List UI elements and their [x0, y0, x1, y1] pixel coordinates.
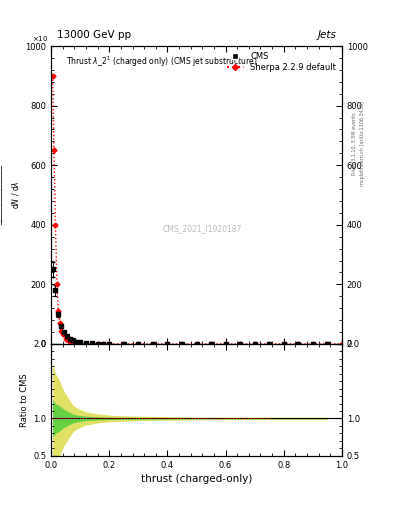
Sherpa 2.2.9 default [121, 341, 126, 347]
Sherpa 2.2.9 default [63, 335, 68, 342]
Sherpa 2.2.9 default [209, 341, 213, 347]
Sherpa 2.2.9 default [101, 341, 106, 347]
Sherpa 2.2.9 default [53, 222, 58, 228]
Sherpa 2.2.9 default [75, 340, 80, 346]
Sherpa 2.2.9 default [66, 337, 71, 344]
Sherpa 2.2.9 default [56, 308, 61, 314]
Sherpa 2.2.9 default [194, 341, 199, 347]
Y-axis label: 1
─────────────
$\mathrm{d}N\ /\ \mathrm{d}\lambda$: 1 ───────────── $\mathrm{d}N\ /\ \mathrm… [0, 165, 21, 225]
Sherpa 2.2.9 default [51, 147, 56, 154]
Sherpa 2.2.9 default [69, 339, 74, 345]
Sherpa 2.2.9 default [78, 340, 83, 347]
Line: Sherpa 2.2.9 default: Sherpa 2.2.9 default [51, 74, 343, 346]
X-axis label: thrust (charged-only): thrust (charged-only) [141, 474, 252, 484]
Text: $\times 10$: $\times 10$ [32, 34, 48, 43]
Sherpa 2.2.9 default [267, 341, 272, 347]
Text: CMS_2021_I1920187: CMS_2021_I1920187 [163, 224, 242, 233]
Sherpa 2.2.9 default [136, 341, 141, 347]
Text: Jets: Jets [317, 30, 336, 40]
Sherpa 2.2.9 default [180, 341, 184, 347]
Text: Thrust $\lambda\_2^1$ (charged only) (CMS jet substructure): Thrust $\lambda\_2^1$ (charged only) (CM… [66, 55, 257, 70]
Legend: CMS, Sherpa 2.2.9 default: CMS, Sherpa 2.2.9 default [225, 50, 338, 74]
Sherpa 2.2.9 default [90, 341, 94, 347]
Sherpa 2.2.9 default [151, 341, 155, 347]
Sherpa 2.2.9 default [281, 341, 286, 347]
Sherpa 2.2.9 default [95, 341, 100, 347]
Y-axis label: Ratio to CMS: Ratio to CMS [20, 373, 29, 426]
Sherpa 2.2.9 default [72, 339, 77, 346]
Sherpa 2.2.9 default [296, 341, 301, 347]
Sherpa 2.2.9 default [252, 341, 257, 347]
Sherpa 2.2.9 default [57, 320, 62, 326]
Sherpa 2.2.9 default [310, 341, 315, 347]
Sherpa 2.2.9 default [55, 281, 59, 287]
Sherpa 2.2.9 default [165, 341, 170, 347]
Sherpa 2.2.9 default [61, 331, 65, 337]
Text: 13000 GeV pp: 13000 GeV pp [57, 30, 131, 40]
Text: mcplots.cern.ch [arXiv:1306.3436]: mcplots.cern.ch [arXiv:1306.3436] [360, 101, 365, 186]
Text: Rivet 3.1.10, 3.5M events: Rivet 3.1.10, 3.5M events [352, 112, 357, 175]
Sherpa 2.2.9 default [84, 340, 88, 347]
Sherpa 2.2.9 default [340, 341, 344, 347]
Sherpa 2.2.9 default [50, 73, 55, 79]
Sherpa 2.2.9 default [59, 328, 64, 334]
Sherpa 2.2.9 default [223, 341, 228, 347]
Sherpa 2.2.9 default [325, 341, 330, 347]
Sherpa 2.2.9 default [238, 341, 242, 347]
Sherpa 2.2.9 default [107, 341, 112, 347]
